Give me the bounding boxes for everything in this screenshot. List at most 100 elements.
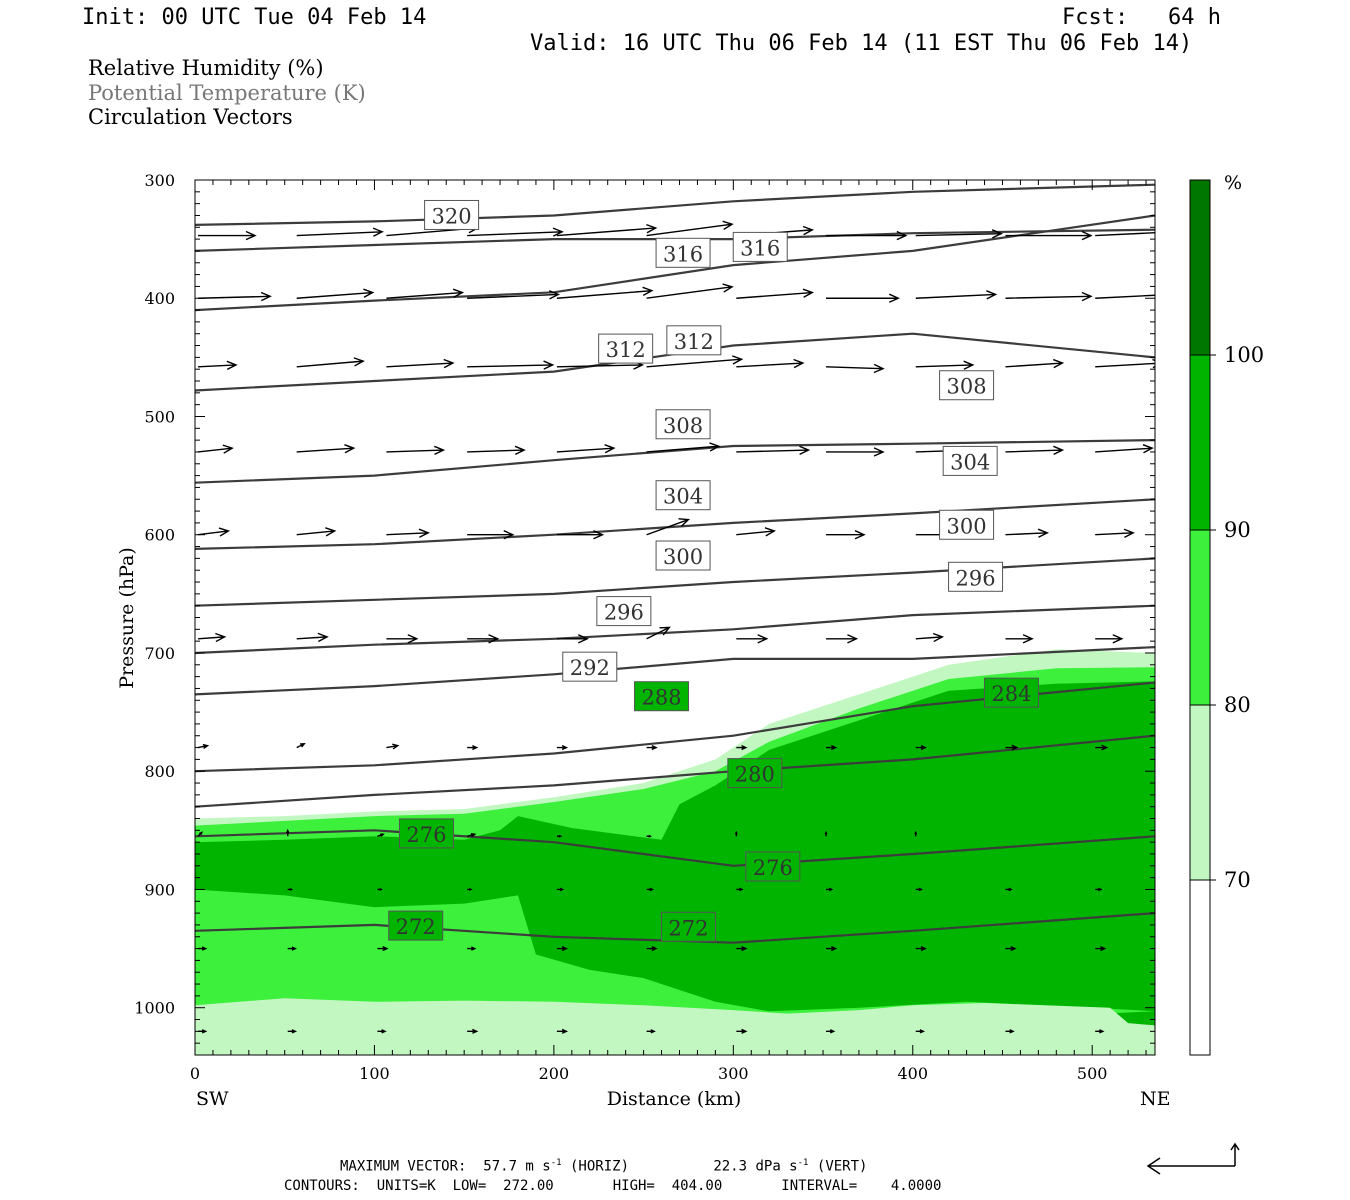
contour-label: 292	[562, 651, 618, 682]
contour-label-box	[562, 651, 618, 682]
wind-vector	[736, 288, 815, 299]
wind-vector-arrow	[1005, 528, 1049, 538]
wind-vector-arrow	[736, 946, 748, 952]
contour-label-box	[596, 596, 652, 627]
wind-vector-arrow	[826, 363, 885, 374]
wind-vector	[467, 227, 564, 237]
wind-vector	[296, 357, 365, 368]
wind-vector	[1005, 946, 1017, 952]
contour-label-text: 300	[947, 514, 987, 538]
x-axis-title: Distance (km)	[607, 1088, 742, 1110]
wind-vector	[467, 634, 500, 644]
legend-circulation-vectors: Circulation Vectors	[88, 105, 293, 129]
contour-label-box	[948, 561, 1004, 592]
contour-label-box	[655, 237, 711, 268]
init-time: Init: 00 UTC Tue 04 Feb 14	[82, 5, 427, 30]
wind-vector	[915, 745, 927, 751]
contour-label-box	[655, 540, 711, 571]
wind-vector-arrow	[1005, 634, 1034, 644]
wind-vector-arrow	[287, 1029, 298, 1034]
wind-vector-arrow	[197, 831, 204, 837]
wind-vector	[467, 290, 561, 300]
wind-vector	[287, 888, 294, 891]
wind-vector-arrow	[826, 887, 834, 892]
wind-vector-arrow	[646, 626, 671, 640]
wind-vector-arrow	[1005, 358, 1065, 369]
wind-vector	[556, 286, 654, 299]
wind-vector	[1005, 744, 1019, 751]
wind-vector-arrow	[915, 745, 927, 751]
wind-vector-arrow	[197, 632, 227, 643]
wind-vector	[377, 1029, 387, 1034]
contour-label-text: 276	[753, 856, 793, 880]
wind-vector-arrow	[914, 830, 918, 837]
theta-contour-312	[195, 214, 1155, 312]
wind-vector-arrow	[646, 745, 658, 751]
contour-label-text: 316	[740, 236, 780, 260]
wind-vector	[915, 1029, 926, 1034]
circulation-vectors	[197, 220, 1155, 1034]
wind-vector	[296, 227, 384, 237]
contour-label-box	[655, 480, 711, 511]
wind-vector	[1095, 444, 1154, 454]
contour-label-text: 288	[641, 686, 681, 710]
x-tick-label: 300	[718, 1064, 749, 1083]
wind-vector	[646, 946, 658, 952]
wind-vector	[646, 283, 734, 299]
wind-vector	[826, 745, 838, 751]
contour-label-text: 280	[735, 763, 775, 787]
wind-vector-arrow	[467, 888, 473, 891]
wind-vector-arrow	[1095, 528, 1135, 538]
wind-vector	[646, 518, 691, 536]
wind-vector-arrow	[285, 828, 290, 837]
wind-vector	[467, 445, 526, 456]
theta-contour-272	[195, 912, 1155, 944]
wind-vector	[826, 634, 859, 644]
x-tick-label: 0	[190, 1064, 200, 1083]
wind-vector-arrow	[556, 745, 569, 751]
wind-vector-arrow	[826, 946, 838, 952]
colorbar-label: 90	[1224, 518, 1251, 542]
wind-vector-arrow	[826, 293, 900, 303]
contour-label-text: 304	[663, 485, 703, 509]
wind-vector	[826, 887, 834, 892]
wind-vector-arrow	[386, 634, 419, 644]
wind-vector-arrow	[197, 360, 238, 371]
contour-label-text: 292	[570, 656, 610, 680]
contour-label-box	[939, 370, 995, 401]
contour-label-box	[424, 199, 480, 230]
wind-vector-arrow	[466, 832, 477, 838]
wind-vector-arrow	[1095, 358, 1155, 369]
wind-vector	[296, 527, 337, 537]
legend-relative-humidity: Relative Humidity (%)	[88, 56, 324, 80]
y-tick-label: 600	[144, 526, 175, 545]
contour-label-text: 308	[947, 375, 987, 399]
wind-vector	[285, 828, 290, 837]
wind-vector-arrow	[826, 447, 885, 457]
wind-vector	[556, 887, 565, 892]
x-end-label-sw: SW	[196, 1088, 229, 1110]
contours-info-line: CONTOURS: UNITS=K LOW= 272.00 HIGH= 404.…	[284, 1178, 942, 1194]
contour-label-box	[398, 818, 454, 849]
x-tick-label: 200	[539, 1064, 570, 1083]
wind-vector	[197, 632, 227, 643]
wind-vector-arrow	[1095, 1029, 1105, 1034]
wind-vector-arrow	[556, 444, 616, 454]
wind-vector	[556, 634, 589, 644]
wind-vector-arrow	[296, 444, 356, 454]
wind-vector	[377, 946, 389, 952]
legend-potential-temperature: Potential Temperature (K)	[88, 81, 366, 105]
wind-vector	[826, 447, 885, 457]
wind-vector	[386, 445, 446, 456]
wind-vector-arrow	[736, 288, 815, 299]
wind-vector	[377, 833, 385, 837]
wind-vector	[1005, 1029, 1015, 1034]
wind-vector-arrow	[915, 360, 975, 370]
wind-vector	[824, 830, 828, 837]
contour-label-box	[745, 851, 801, 882]
contour-label: 308	[939, 370, 995, 401]
wind-vector	[296, 288, 375, 299]
wind-vector	[646, 834, 653, 838]
wind-vector-arrow	[296, 743, 306, 749]
wind-vector	[736, 946, 748, 952]
